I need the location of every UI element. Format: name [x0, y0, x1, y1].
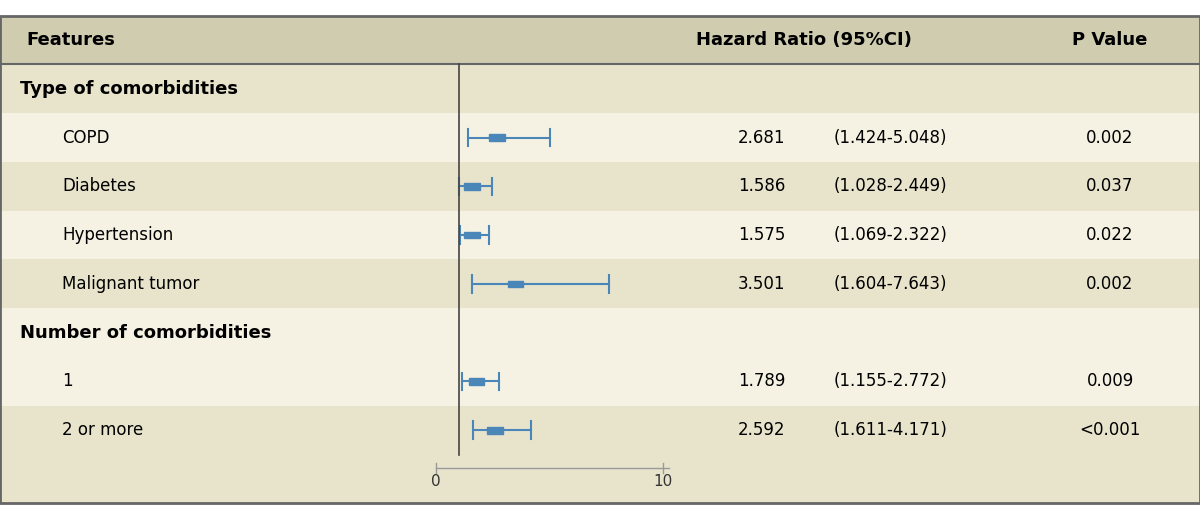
Text: Diabetes: Diabetes — [62, 177, 137, 195]
Text: 0.002: 0.002 — [1086, 275, 1134, 293]
Text: 0: 0 — [431, 474, 440, 489]
Bar — [0, 406, 1200, 455]
Text: Number of comorbidities: Number of comorbidities — [20, 324, 271, 342]
Text: Type of comorbidities: Type of comorbidities — [20, 80, 239, 98]
Text: 10: 10 — [653, 474, 672, 489]
Text: Features: Features — [26, 31, 115, 49]
Text: (1.611-4.171): (1.611-4.171) — [834, 421, 948, 439]
Text: 1.789: 1.789 — [738, 373, 785, 390]
Text: 2 or more: 2 or more — [62, 421, 144, 439]
Bar — [0, 455, 1200, 503]
Bar — [0, 64, 1200, 113]
Text: 0.009: 0.009 — [1086, 373, 1134, 390]
Text: (1.069-2.322): (1.069-2.322) — [834, 226, 948, 244]
Bar — [0, 211, 1200, 260]
Text: 1.586: 1.586 — [738, 177, 785, 195]
Bar — [469, 378, 485, 385]
Text: P Value: P Value — [1073, 31, 1147, 49]
Text: 1.575: 1.575 — [738, 226, 785, 244]
Bar — [0, 162, 1200, 211]
Text: 0.022: 0.022 — [1086, 226, 1134, 244]
Text: COPD: COPD — [62, 129, 110, 146]
Bar — [0, 357, 1200, 406]
Text: <0.001: <0.001 — [1079, 421, 1141, 439]
Text: (1.604-7.643): (1.604-7.643) — [834, 275, 948, 293]
Bar — [487, 427, 503, 434]
Bar — [464, 183, 480, 189]
Text: 0.037: 0.037 — [1086, 177, 1134, 195]
Text: Hypertension: Hypertension — [62, 226, 174, 244]
Text: 3.501: 3.501 — [738, 275, 786, 293]
Text: 2.681: 2.681 — [738, 129, 786, 146]
Bar — [0, 113, 1200, 162]
Bar — [508, 280, 523, 288]
Text: 2.592: 2.592 — [738, 421, 786, 439]
Text: (1.028-2.449): (1.028-2.449) — [834, 177, 948, 195]
Text: 1: 1 — [62, 373, 73, 390]
Bar — [0, 308, 1200, 357]
Text: 0.002: 0.002 — [1086, 129, 1134, 146]
Bar — [464, 231, 480, 239]
Bar — [0, 260, 1200, 308]
Text: (1.424-5.048): (1.424-5.048) — [834, 129, 948, 146]
Text: Hazard Ratio (95%CI): Hazard Ratio (95%CI) — [696, 31, 912, 49]
Text: Malignant tumor: Malignant tumor — [62, 275, 199, 293]
Text: (1.155-2.772): (1.155-2.772) — [834, 373, 948, 390]
Bar — [488, 134, 504, 141]
Bar — [0, 16, 1200, 64]
